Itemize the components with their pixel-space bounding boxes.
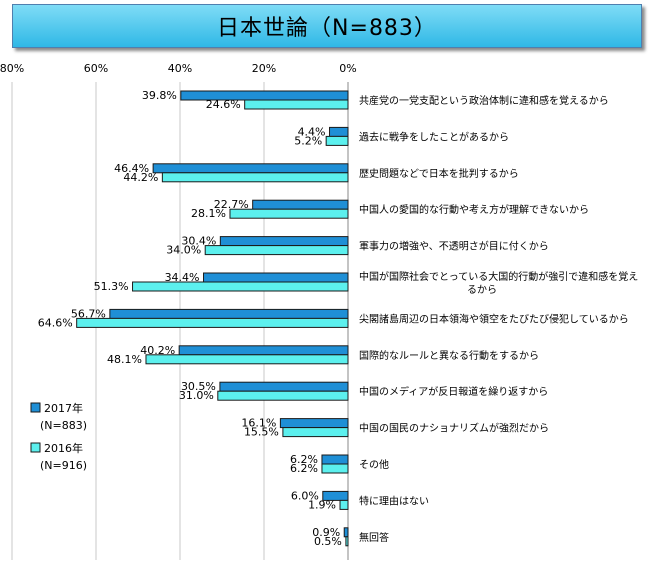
bar [229,208,349,219]
x-tick-label: 60% [84,62,108,75]
data-label: 28.1% [191,207,226,220]
data-label: 46.4% [114,162,149,175]
value-labels: 39.8% 24.6% 4.4%5.2% 46.4%44.2% 22.7%28.1% 30… [38,89,342,548]
bar [219,236,349,247]
data-label: 15.5% [244,426,279,439]
bar [325,135,349,146]
data-label: 22.7% [214,198,249,211]
category-label: その他 [359,458,389,471]
data-label: 0.9% [312,526,340,539]
bar [322,490,349,501]
bar [282,427,349,438]
category-label: 共産党の一党支配という政治体制に違和感を覚えるから [359,94,609,107]
data-label: 6.2% [290,453,318,466]
bar [109,308,349,319]
data-label: 34.0% [166,244,201,257]
legend-label: 2017年 [44,401,83,415]
data-label: 4.4% [298,125,326,138]
bar [132,281,349,292]
data-label: 0.5% [314,535,342,548]
data-label: 24.6% [206,98,241,111]
category-label: 中国が国際社会でとっている大国的行動が強引で違和感を覚え [359,270,638,283]
data-label: 39.8% [142,89,177,102]
data-label: 30.4% [181,235,216,248]
bars [76,90,349,547]
bar [145,354,349,365]
bar [219,381,349,392]
x-tick-label: 80% [0,62,24,75]
category-label: 無回答 [359,531,389,544]
bar [339,499,349,510]
data-label: 56.7% [71,307,106,320]
data-label: 5.2% [294,134,322,147]
bar [244,99,349,110]
bar [217,390,349,401]
category-label: 中国人の愛国的な行動や考え方が理解できないから [359,203,589,216]
bar [321,463,349,474]
bar [252,199,349,210]
legend-swatch [30,402,41,413]
bar [279,418,349,429]
legend-label: (N=883) [40,419,87,432]
data-label: 64.6% [38,316,73,329]
bar [152,163,349,174]
category-label: るから [467,284,497,296]
data-label: 16.1% [241,417,276,430]
data-label: 1.9% [308,498,336,511]
category-labels: 共産党の一党支配という政治体制に違和感を覚えるから過去に戦争をしたことがあるから… [359,94,638,544]
category-label: 過去に戦争をしたことがあるから [359,130,509,143]
data-label: 30.5% [181,380,216,393]
legend-label: 2016年 [44,441,83,455]
bar [329,126,349,137]
bar [161,172,349,183]
bar [343,527,349,538]
data-label: 6.0% [291,489,319,502]
chart-title-banner: 日本世論（N=883） [12,4,642,48]
category-label: 中国の国民のナショナリズムが強烈だから [359,422,549,435]
bar [321,454,349,465]
data-label: 40.2% [140,344,175,357]
data-label: 44.2% [123,171,158,184]
category-label: 歴史問題などで日本を批判するから [359,167,519,180]
bar [76,317,349,328]
data-label: 34.4% [165,271,200,284]
data-label: 48.1% [107,353,142,366]
legend: 2017年 (N=883) 2016年 (N=916) [30,401,87,472]
bar [204,245,349,256]
x-tick-label: 0% [339,62,356,75]
data-label: 6.2% [290,462,318,475]
bar [345,536,349,547]
bar [178,345,349,356]
data-label: 51.3% [94,280,129,293]
x-tick-label: 20% [252,62,276,75]
category-label: 軍事力の増強や、不透明さが目に付くから [359,240,549,253]
category-label: 特に理由はない [359,494,429,507]
legend-swatch [30,442,41,453]
axis-ticks: 80% 60% 40% 20% 0% [0,62,357,75]
category-label: 中国のメディアが反日報道を繰り返すから [359,385,548,398]
chart-title: 日本世論（N=883） [217,16,437,41]
category-label: 尖閣諸島周辺の日本領海や領空をたびたび侵犯しているから [359,312,629,325]
data-label: 31.0% [179,389,214,402]
category-label: 国際的なルールと異なる行動をするから [359,349,539,362]
x-tick-label: 40% [168,62,192,75]
bar [203,272,349,283]
legend-label: (N=916) [40,459,87,472]
